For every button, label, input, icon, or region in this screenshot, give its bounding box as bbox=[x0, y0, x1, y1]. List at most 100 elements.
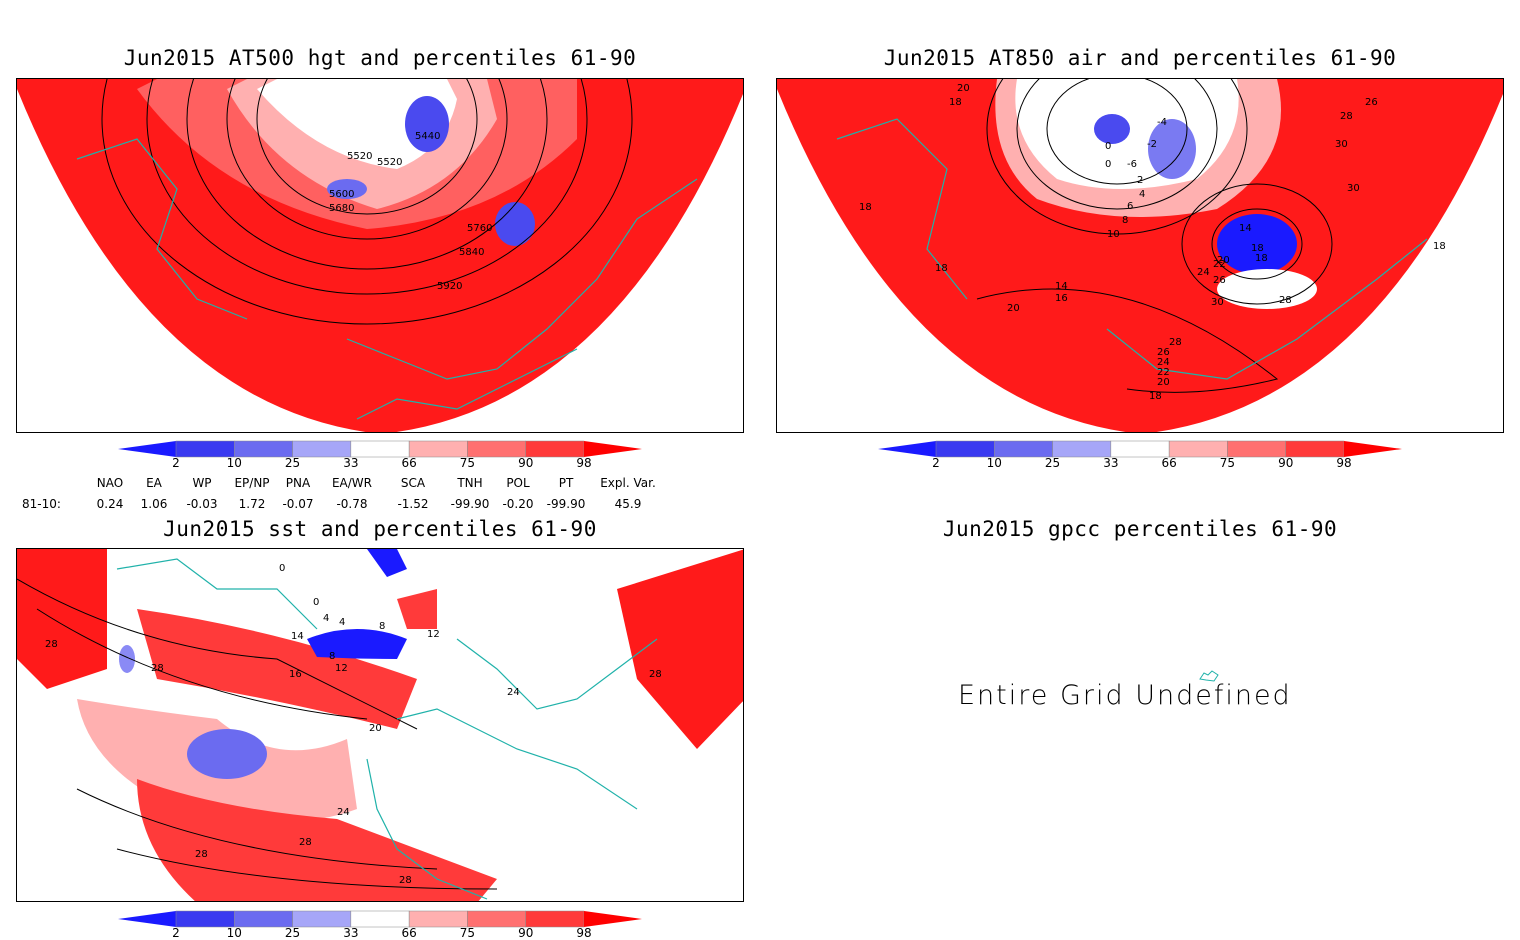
colorbar-tick-label: 25 bbox=[284, 926, 301, 940]
air-contour-label: 26 bbox=[1157, 347, 1170, 358]
air-contour-label: 26 bbox=[1213, 275, 1226, 286]
colorbar-segment bbox=[408, 910, 468, 928]
colorbar-tick-label: 90 bbox=[518, 926, 534, 940]
sst-contour-label: 16 bbox=[289, 669, 302, 680]
sst-contour-label: 28 bbox=[649, 669, 662, 680]
sst-contour-label: 28 bbox=[151, 663, 164, 674]
sst-contour-label: 4 bbox=[339, 617, 345, 628]
air-contour-label: 18 bbox=[1433, 241, 1446, 252]
sst-contour-label: 28 bbox=[45, 639, 58, 650]
colorbar-segment bbox=[1285, 440, 1345, 458]
hgt-contour-label: 5760 bbox=[467, 223, 492, 234]
colorbar-segment bbox=[467, 440, 526, 458]
air-contour-labels: 20 18 0 -2 -4 -6 0 2 4 6 8 10 14 18 18 2… bbox=[859, 83, 1446, 402]
sst-contour-label: 12 bbox=[335, 663, 348, 674]
air-contour-label: 2 bbox=[1137, 175, 1143, 186]
air-contour-label: 20 bbox=[1157, 377, 1170, 388]
teleconnection-values: 81-10: 0.24 1.06 -0.03 1.72 -0.07 -0.78 -1.52 -… bbox=[0, 497, 760, 513]
air-panel-title: Jun2015 AT850 air and percentiles 61-90 bbox=[883, 46, 1397, 70]
colorbar-segment bbox=[525, 440, 585, 458]
air-contour-label: 0 bbox=[1105, 159, 1111, 170]
air-contour-label: 18 bbox=[935, 263, 948, 274]
colorbar-tick-label: 10 bbox=[986, 456, 1002, 470]
colorbar-tick-label: 25 bbox=[1044, 456, 1061, 470]
teleconnection-row-label: 81-10: bbox=[22, 497, 61, 511]
teleconnection-value: -0.07 bbox=[282, 497, 314, 511]
colorbar-arrow-low bbox=[118, 911, 176, 927]
teleconnection-header: EP/NP bbox=[234, 476, 270, 490]
sst-contour-label: 8 bbox=[329, 651, 335, 662]
teleconnection-header: Expl. Var. bbox=[600, 476, 656, 490]
gpcc-map-fragment bbox=[1198, 668, 1220, 682]
air-contour-label: 20 bbox=[1007, 303, 1020, 314]
air-map: 20 18 0 -2 -4 -6 0 2 4 6 8 10 14 18 18 2… bbox=[776, 78, 1504, 433]
sst-panel-title: Jun2015 sst and percentiles 61-90 bbox=[163, 517, 597, 541]
air-contour-label: 22 bbox=[1213, 259, 1226, 270]
sst-contour-labels: 28 28 16 14 8 12 4 4 8 12 0 0 20 24 24 2… bbox=[45, 563, 662, 886]
sst-colorbar: 2 10 25 33 66 75 90 98 bbox=[118, 910, 642, 940]
air-contour-label: -6 bbox=[1127, 159, 1137, 170]
colorbar-tick-label: 2 bbox=[172, 926, 180, 940]
colorbar-tick-label: 10 bbox=[226, 456, 242, 470]
teleconnection-value: -99.90 bbox=[450, 497, 490, 511]
sst-contour-label: 24 bbox=[337, 807, 350, 818]
air-contour-label: -4 bbox=[1157, 117, 1167, 128]
air-contour-label: 18 bbox=[859, 202, 872, 213]
teleconnection-value: 45.9 bbox=[614, 497, 642, 511]
teleconnection-value: -0.78 bbox=[336, 497, 368, 511]
colorbar-segment bbox=[1168, 440, 1228, 458]
teleconnection-value: 0.24 bbox=[96, 497, 124, 511]
teleconnection-header: TNH bbox=[457, 476, 483, 490]
colorbar-tick-label: 33 bbox=[1103, 456, 1119, 470]
teleconnection-header: NAO bbox=[96, 476, 124, 490]
hgt-map-canvas: 5440 5520 5520 5600 5680 5760 5840 5920 bbox=[17, 79, 743, 432]
colorbar-tick-label: 66 bbox=[401, 926, 417, 940]
air-contour-label: 10 bbox=[1107, 229, 1120, 240]
sst-contour-label: 4 bbox=[323, 613, 329, 624]
sst-contour-label: 0 bbox=[279, 563, 285, 574]
colorbar-tick-label: 75 bbox=[1219, 456, 1236, 470]
colorbar-tick-label: 2 bbox=[172, 456, 180, 470]
teleconnection-header: EA bbox=[146, 476, 162, 490]
sst-contour-label: 28 bbox=[195, 849, 208, 860]
colorbar-segment bbox=[935, 440, 995, 458]
hgt-warm-field bbox=[17, 79, 743, 432]
air-contour-label: 14 bbox=[1239, 223, 1252, 234]
teleconnection-value: -0.03 bbox=[186, 497, 218, 511]
air-map-canvas: 20 18 0 -2 -4 -6 0 2 4 6 8 10 14 18 18 2… bbox=[777, 79, 1503, 432]
hgt-colorbar: 2 10 25 33 66 75 90 98 bbox=[118, 440, 642, 474]
teleconnection-headers: NAO EA WP EP/NP PNA EA/WR SCA TNH POL PT Expl. Var… bbox=[0, 476, 760, 492]
colorbar-segment bbox=[292, 440, 352, 458]
colorbar-tick-label: 25 bbox=[284, 456, 301, 470]
air-contour-label: 18 bbox=[1255, 253, 1268, 264]
gpcc-panel-title: Jun2015 gpcc percentiles 61-90 bbox=[942, 517, 1338, 541]
colorbar-tick-label: 90 bbox=[518, 456, 534, 470]
sst-contour-label: 20 bbox=[369, 723, 382, 734]
air-contour-label: 28 bbox=[1279, 295, 1292, 306]
air-contour-label: 30 bbox=[1347, 183, 1360, 194]
air-colorbar: 2 10 25 33 66 75 90 98 bbox=[878, 440, 1402, 474]
colorbar-tick-label: 75 bbox=[459, 926, 476, 940]
teleconnection-value: -0.20 bbox=[502, 497, 534, 511]
colorbar-tick-label: 98 bbox=[576, 926, 592, 940]
teleconnection-header: POL bbox=[506, 476, 530, 490]
sst-contour-label: 28 bbox=[399, 875, 412, 886]
colorbar-arrow-low bbox=[878, 441, 936, 457]
colorbar-tick-label: 75 bbox=[459, 456, 476, 470]
colorbar-tick-label: 90 bbox=[1278, 456, 1294, 470]
teleconnection-header: PT bbox=[558, 476, 574, 490]
sst-contour-label: 28 bbox=[299, 837, 312, 848]
hgt-contour-label: 5680 bbox=[329, 203, 354, 214]
air-contour-label: 14 bbox=[1055, 281, 1068, 292]
teleconnection-header: WP bbox=[192, 476, 212, 490]
air-contour-label: 24 bbox=[1157, 357, 1170, 368]
hgt-contour-labels: 5440 5520 5520 5600 5680 5760 5840 5920 bbox=[329, 131, 492, 292]
sst-contour-label: 12 bbox=[427, 629, 440, 640]
air-contour-label: 24 bbox=[1197, 267, 1210, 278]
colorbar-segment bbox=[1110, 440, 1170, 458]
colorbar-tick-label: 10 bbox=[226, 926, 242, 940]
teleconnection-header: PNA bbox=[285, 476, 311, 490]
colorbar-tick-label: 98 bbox=[576, 456, 592, 470]
colorbar-arrow-high bbox=[584, 911, 642, 927]
teleconnection-value: 1.06 bbox=[140, 497, 168, 511]
